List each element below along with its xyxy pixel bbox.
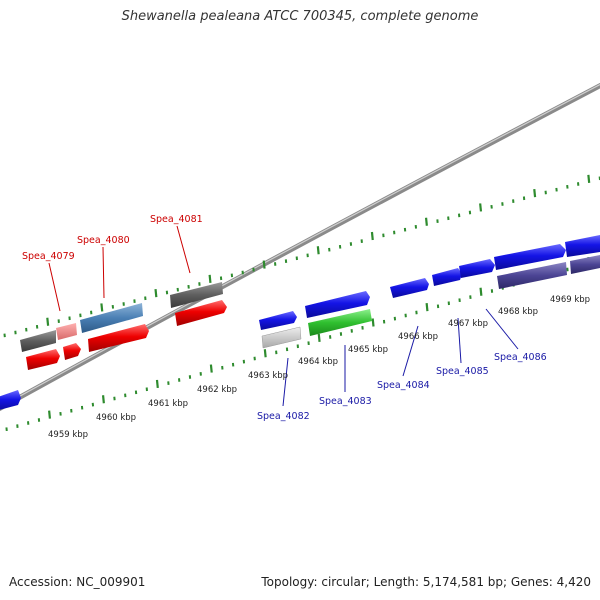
label-leader-line [282,357,289,407]
gene-label[interactable]: Spea_4082 [257,411,310,422]
lower-tick-major [209,364,213,373]
gene-feature-blue-arrow[interactable] [0,390,21,411]
upper-tick-major [424,217,428,226]
kbp-label: 4969 kbp [550,295,590,305]
upper-tick-major [154,289,158,298]
label-leader-line [102,246,105,299]
lower-tick-major [48,410,52,419]
lower-tick-major [317,333,321,342]
upper-tick-major [46,317,50,326]
genome-backbone [0,15,600,416]
gene-feature-blue-arrow[interactable] [305,291,370,318]
gene-label[interactable]: Spea_4085 [436,366,489,377]
gene-feature-red-arrow[interactable] [88,324,149,352]
gene-label[interactable]: Spea_4081 [150,214,203,225]
kbp-label: 4964 kbp [298,357,338,367]
upper-label-leaders [48,225,191,312]
kbp-scale-labels: 4959 kbp 4960 kbp 4961 kbp 4962 kbp 4963 kbp… [48,295,590,440]
gene-features [0,235,600,411]
upper-tick-major [208,274,212,283]
lower-tick-major [155,379,159,389]
gene-label[interactable]: Spea_4080 [77,235,130,246]
gene-feature-blue-arrow[interactable] [390,278,429,298]
gene-feature-gray[interactable] [170,282,223,308]
gene-feature-blue-arrow[interactable] [459,259,495,278]
label-leader-line [176,225,191,274]
kbp-label: 4961 kbp [148,399,188,409]
map-title: Shewanella pealeana ATCC 700345, complet… [121,9,479,24]
gene-feature-blue-arrow[interactable] [259,311,297,330]
gene-label[interactable]: Spea_4084 [377,380,430,391]
kbp-label: 4960 kbp [96,413,136,423]
gene-feature-blue-arrow[interactable] [565,235,600,257]
kbp-label: 4962 kbp [197,385,237,395]
kbp-label: 4965 kbp [348,345,388,355]
gene-feature-red-arrow[interactable] [26,349,60,370]
label-leader-line [485,308,519,350]
gene-feature-steelblue[interactable] [80,303,143,333]
kbp-label: 4966 kbp [398,332,438,342]
label-leader-line [457,317,462,364]
lower-tick-major [371,318,375,327]
lower-tick-major [425,303,429,312]
lower-tick-major [263,349,267,358]
upper-tick-marks [3,174,600,338]
gene-feature-blue-arrow[interactable] [494,244,566,270]
gene-feature-navy[interactable] [570,255,600,274]
gene-label[interactable]: Spea_4083 [319,396,372,407]
lower-label-leaders [282,308,519,407]
gene-feature-pink[interactable] [56,323,77,340]
upper-tick-major [370,231,374,241]
genome-backbone-highlight [0,15,600,414]
gene-feature-red-arrow[interactable] [175,300,227,326]
kbp-label: 4967 kbp [448,319,488,329]
genome-summary-text: Topology: circular; Length: 5,174,581 bp… [261,575,591,589]
label-leader-line [402,325,419,377]
kbp-label: 4959 kbp [48,430,88,440]
gene-feature-navy[interactable] [497,262,567,289]
lower-gene-labels: Spea_4082 Spea_4083 Spea_4084 Spea_4085 Spea… [257,352,547,422]
gene-label[interactable]: Spea_4079 [22,251,75,262]
accession-text: Accession: NC_009901 [9,575,146,589]
gene-feature-red-arrow[interactable] [63,343,81,360]
upper-tick-major [316,246,320,255]
upper-tick-major [479,203,483,212]
lower-tick-major [479,287,483,296]
upper-tick-major [587,174,591,183]
kbp-label: 4968 kbp [498,307,538,317]
label-leader-line [48,262,61,312]
upper-tick-major [262,260,266,269]
upper-tick-major [100,303,104,312]
kbp-label: 4963 kbp [248,371,288,381]
lower-tick-marks [5,256,600,432]
lower-tick-major [101,395,105,404]
upper-tick-major [533,189,537,198]
gene-feature-blue-arrow[interactable] [432,268,462,286]
gene-label[interactable]: Spea_4086 [494,352,547,363]
gene-feature-gray[interactable] [20,330,56,352]
gene-feature-silver[interactable] [261,326,302,349]
gene-feature-green[interactable] [308,309,372,336]
